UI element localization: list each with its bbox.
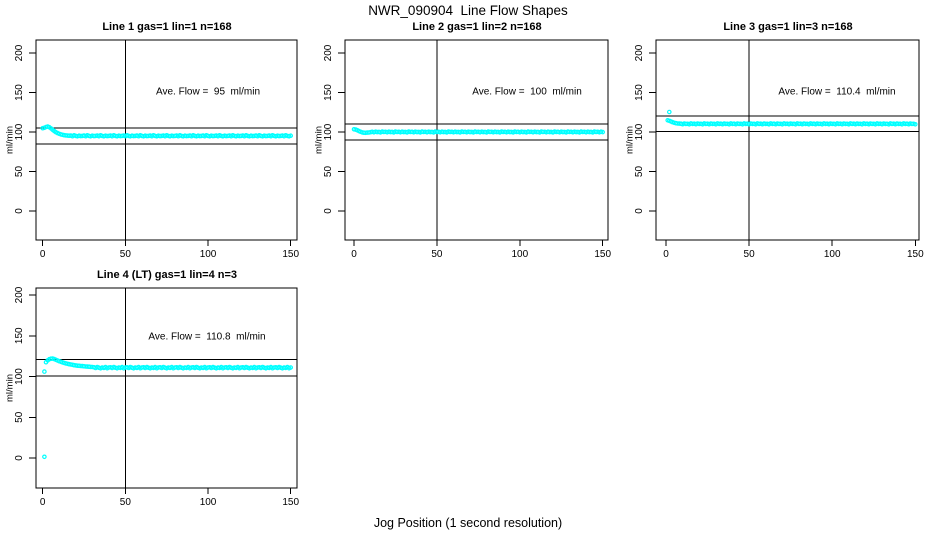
y-axis-label-line3: ml/min <box>624 126 636 154</box>
y-axis-label-line1: ml/min <box>4 126 16 154</box>
x-tick-label: 50 <box>120 249 132 260</box>
y-tick-label: 150 <box>634 84 645 101</box>
y-tick-label: 0 <box>634 208 645 214</box>
panel-box <box>35 287 298 489</box>
y-tick-label: 150 <box>323 84 334 101</box>
flow-data-point <box>600 129 606 135</box>
y-tick-label: 0 <box>14 208 25 214</box>
y-tick-label: 0 <box>323 208 334 214</box>
y-tick-label: 50 <box>323 166 334 178</box>
flow-data-point <box>666 109 672 115</box>
panel-box <box>35 39 298 241</box>
ave-flow-annotation-line2: Ave. Flow = 100 ml/min <box>472 86 582 98</box>
flow-data-point <box>288 365 294 370</box>
y-tick-label: 0 <box>14 455 25 461</box>
y-tick-label: 200 <box>634 44 645 61</box>
x-tick-label: 50 <box>120 497 132 508</box>
x-tick-label: 100 <box>511 249 528 260</box>
x-tick-label: 50 <box>744 249 756 260</box>
x-tick-label: 0 <box>40 497 46 508</box>
x-tick-label: 150 <box>282 497 299 508</box>
x-tick-label: 0 <box>663 249 669 260</box>
y-axis-label-line4: ml/min <box>4 374 16 402</box>
y-tick-label: 200 <box>14 286 25 303</box>
x-tick-label: 50 <box>431 249 443 260</box>
y-tick-label: 200 <box>14 44 25 61</box>
panel-box <box>655 39 920 241</box>
flow-data-point <box>288 133 294 139</box>
flow-data-point <box>912 122 918 127</box>
x-axis-label: Jog Position (1 second resolution) <box>373 516 563 530</box>
y-tick-label: 100 <box>323 123 334 140</box>
main-title: NWR_090904 Line Flow Shapes <box>368 3 568 18</box>
ave-flow-annotation-line1: Ave. Flow = 95 ml/min <box>155 86 261 98</box>
panel-title-line2: Line 2 gas=1 lin=2 n=168 <box>412 21 542 33</box>
flow-data-point <box>42 454 47 460</box>
x-tick-label: 0 <box>40 249 46 260</box>
y-tick-label: 50 <box>14 166 25 178</box>
y-tick-label: 150 <box>14 327 25 344</box>
ave-flow-annotation-line4: Ave. Flow = 110.8 ml/min <box>148 331 266 343</box>
x-tick-label: 100 <box>200 497 217 508</box>
y-tick-label: 100 <box>634 123 645 140</box>
ave-flow-annotation-line3: Ave. Flow = 110.4 ml/min <box>778 86 896 98</box>
y-tick-label: 150 <box>14 84 25 101</box>
panel-title-line3: Line 3 gas=1 lin=3 n=168 <box>723 21 853 33</box>
y-tick-label: 100 <box>14 123 25 140</box>
y-tick-label: 50 <box>14 411 25 423</box>
x-tick-label: 150 <box>282 249 299 260</box>
x-tick-label: 150 <box>907 249 924 260</box>
panel-title-line4: Line 4 (LT) gas=1 lin=4 n=3 <box>96 269 238 281</box>
x-tick-label: 0 <box>351 249 357 260</box>
y-tick-label: 200 <box>323 44 334 61</box>
flow-data-point <box>42 369 47 374</box>
x-tick-label: 100 <box>824 249 841 260</box>
panel-title-line1: Line 1 gas=1 lin=1 n=168 <box>102 21 232 33</box>
x-tick-label: 150 <box>594 249 611 260</box>
y-tick-label: 50 <box>634 166 645 178</box>
y-tick-label: 100 <box>14 368 25 385</box>
x-tick-label: 100 <box>200 249 217 260</box>
y-axis-label-line2: ml/min <box>313 126 325 154</box>
